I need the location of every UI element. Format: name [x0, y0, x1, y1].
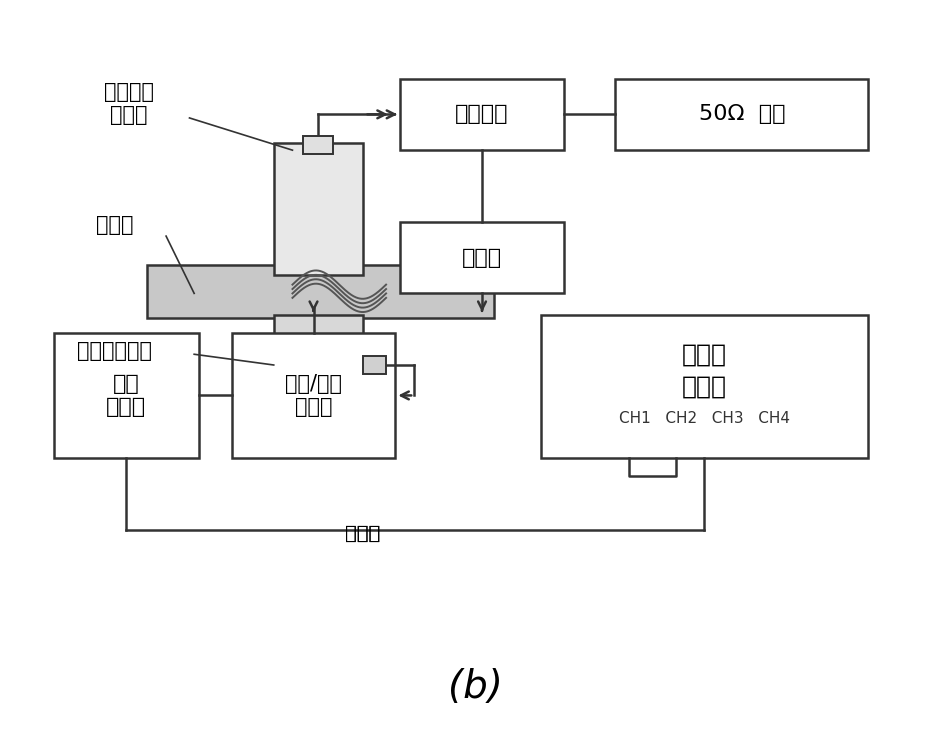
- Text: 接触式换能器: 接触式换能器: [77, 341, 152, 361]
- Text: 空气耦合
换能器: 空气耦合 换能器: [104, 82, 154, 126]
- Text: 电流探针: 电流探针: [455, 104, 509, 124]
- Text: CH1   CH2   CH3   CH4: CH1 CH2 CH3 CH4: [618, 411, 789, 426]
- Bar: [274, 315, 363, 412]
- Bar: [274, 143, 363, 275]
- Bar: [303, 136, 332, 154]
- Bar: [363, 356, 386, 374]
- Text: 放大器: 放大器: [462, 247, 503, 268]
- Bar: [232, 333, 395, 458]
- Text: (b): (b): [447, 668, 503, 706]
- Text: 铝试样: 铝试样: [96, 215, 133, 235]
- Bar: [400, 79, 564, 150]
- Text: 示波器: 示波器: [682, 374, 727, 399]
- Bar: [147, 265, 494, 318]
- Text: 示波器: 示波器: [682, 343, 727, 367]
- Bar: [54, 333, 199, 458]
- Bar: [541, 315, 868, 458]
- Bar: [616, 79, 868, 150]
- Bar: [400, 222, 564, 293]
- Text: 同步线: 同步线: [345, 524, 380, 543]
- Text: 电压/电流
放大器: 电压/电流 放大器: [285, 374, 342, 417]
- Text: 同步线: 同步线: [345, 524, 380, 543]
- Text: 函数
发生器: 函数 发生器: [106, 374, 146, 417]
- Text: 50Ω  电阻: 50Ω 电阻: [698, 104, 785, 124]
